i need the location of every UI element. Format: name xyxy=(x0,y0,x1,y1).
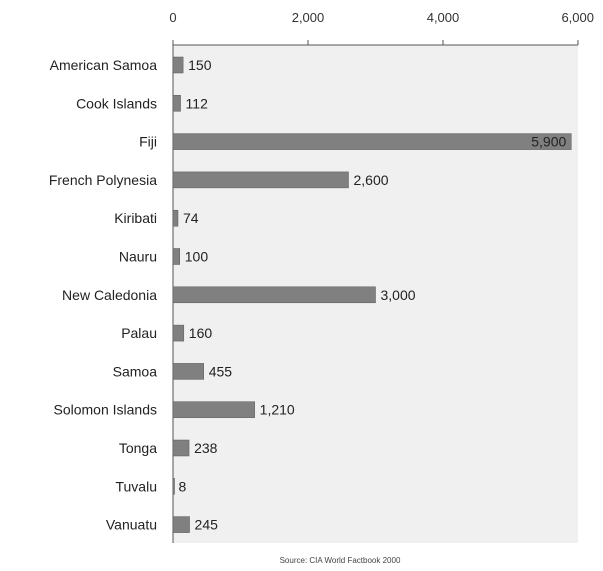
bar xyxy=(172,363,204,380)
bars xyxy=(172,56,572,533)
data-label: 2,600 xyxy=(354,172,389,188)
data-label: 150 xyxy=(188,57,212,73)
data-label: 8 xyxy=(179,478,187,494)
x-axis-ticks: 0 2,000 4,000 6,000 xyxy=(169,10,594,45)
data-label: 74 xyxy=(183,210,199,226)
category-label: Cook Islands xyxy=(76,95,157,111)
bar xyxy=(172,95,181,112)
data-label: 160 xyxy=(189,325,213,341)
bar xyxy=(172,248,180,265)
bar xyxy=(172,324,185,342)
data-label: 100 xyxy=(185,249,209,265)
category-label: Samoa xyxy=(113,363,158,379)
x-tick-label: 2,000 xyxy=(292,10,325,25)
category-label: Solomon Islands xyxy=(53,402,157,418)
category-label: Vanuatu xyxy=(106,517,157,533)
bar xyxy=(172,516,190,533)
data-label: 3,000 xyxy=(381,287,416,303)
category-label: Tuvalu xyxy=(115,478,157,494)
bar xyxy=(172,133,572,150)
category-label: French Polynesia xyxy=(49,172,157,188)
bar xyxy=(172,478,175,495)
x-tick-label: 6,000 xyxy=(561,10,594,25)
data-label: 5,900 xyxy=(531,134,566,150)
category-label: Tonga xyxy=(119,440,157,456)
data-label: 238 xyxy=(194,440,218,456)
bar xyxy=(172,401,255,418)
category-label: New Caledonia xyxy=(62,287,157,303)
data-label: 1,210 xyxy=(260,402,295,418)
category-label: Palau xyxy=(121,325,157,341)
data-labels: 150 112 5,900 2,600 74 100 3,000 160 455 1,210 238… xyxy=(179,57,567,533)
x-tick-label: 0 xyxy=(169,10,176,25)
data-label: 245 xyxy=(195,517,219,533)
source-note: Source: CIA World Factbook 2000 xyxy=(280,556,401,565)
x-tick-label: 4,000 xyxy=(427,10,460,25)
bar xyxy=(172,171,349,189)
category-label: American Samoa xyxy=(50,57,158,73)
data-label: 112 xyxy=(186,95,209,111)
category-label: Fiji xyxy=(139,134,157,150)
bar xyxy=(172,56,184,74)
bar xyxy=(172,209,179,227)
data-label: 455 xyxy=(209,363,233,379)
category-label: Nauru xyxy=(119,249,157,265)
bar xyxy=(172,439,190,457)
category-label: Kiribati xyxy=(114,210,157,226)
category-labels: American Samoa Cook Islands Fiji French Pol… xyxy=(49,57,157,533)
bar xyxy=(172,286,376,304)
